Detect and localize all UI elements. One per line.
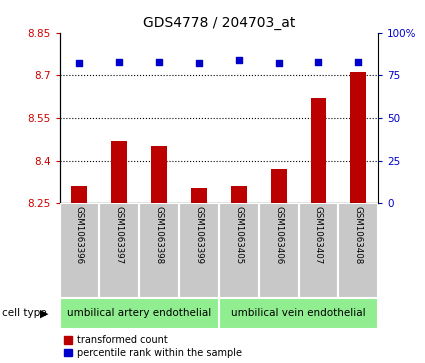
Point xyxy=(196,61,202,66)
Text: GSM1063406: GSM1063406 xyxy=(274,206,283,264)
Point xyxy=(355,59,362,65)
Bar xyxy=(259,203,298,298)
Bar xyxy=(338,203,378,298)
Point xyxy=(156,59,162,65)
Text: cell type: cell type xyxy=(2,308,47,318)
Bar xyxy=(71,186,88,203)
Text: ▶: ▶ xyxy=(40,308,48,318)
Bar xyxy=(311,98,326,203)
Text: GSM1063405: GSM1063405 xyxy=(234,206,243,264)
Bar xyxy=(350,73,366,203)
Text: umbilical vein endothelial: umbilical vein endothelial xyxy=(231,308,366,318)
Bar xyxy=(139,203,179,298)
Point xyxy=(76,61,83,66)
Point xyxy=(116,59,123,65)
Text: GSM1063397: GSM1063397 xyxy=(115,206,124,264)
Point xyxy=(235,57,242,63)
Text: GSM1063396: GSM1063396 xyxy=(75,206,84,264)
Bar xyxy=(151,146,167,203)
Text: umbilical artery endothelial: umbilical artery endothelial xyxy=(67,308,211,318)
Title: GDS4778 / 204703_at: GDS4778 / 204703_at xyxy=(143,16,295,30)
Text: GSM1063408: GSM1063408 xyxy=(354,206,363,264)
Text: GSM1063398: GSM1063398 xyxy=(155,206,164,264)
Text: GSM1063399: GSM1063399 xyxy=(195,206,204,264)
Bar xyxy=(179,203,219,298)
Bar xyxy=(191,188,207,203)
Bar xyxy=(231,186,247,203)
Bar xyxy=(60,203,99,298)
Legend: transformed count, percentile rank within the sample: transformed count, percentile rank withi… xyxy=(64,335,242,358)
Bar xyxy=(271,169,286,203)
Point xyxy=(315,59,322,65)
Bar xyxy=(219,298,378,329)
Text: GSM1063407: GSM1063407 xyxy=(314,206,323,264)
Point xyxy=(275,61,282,66)
Bar xyxy=(298,203,338,298)
Bar xyxy=(111,141,127,203)
Bar xyxy=(60,298,219,329)
Bar xyxy=(99,203,139,298)
Bar xyxy=(219,203,259,298)
